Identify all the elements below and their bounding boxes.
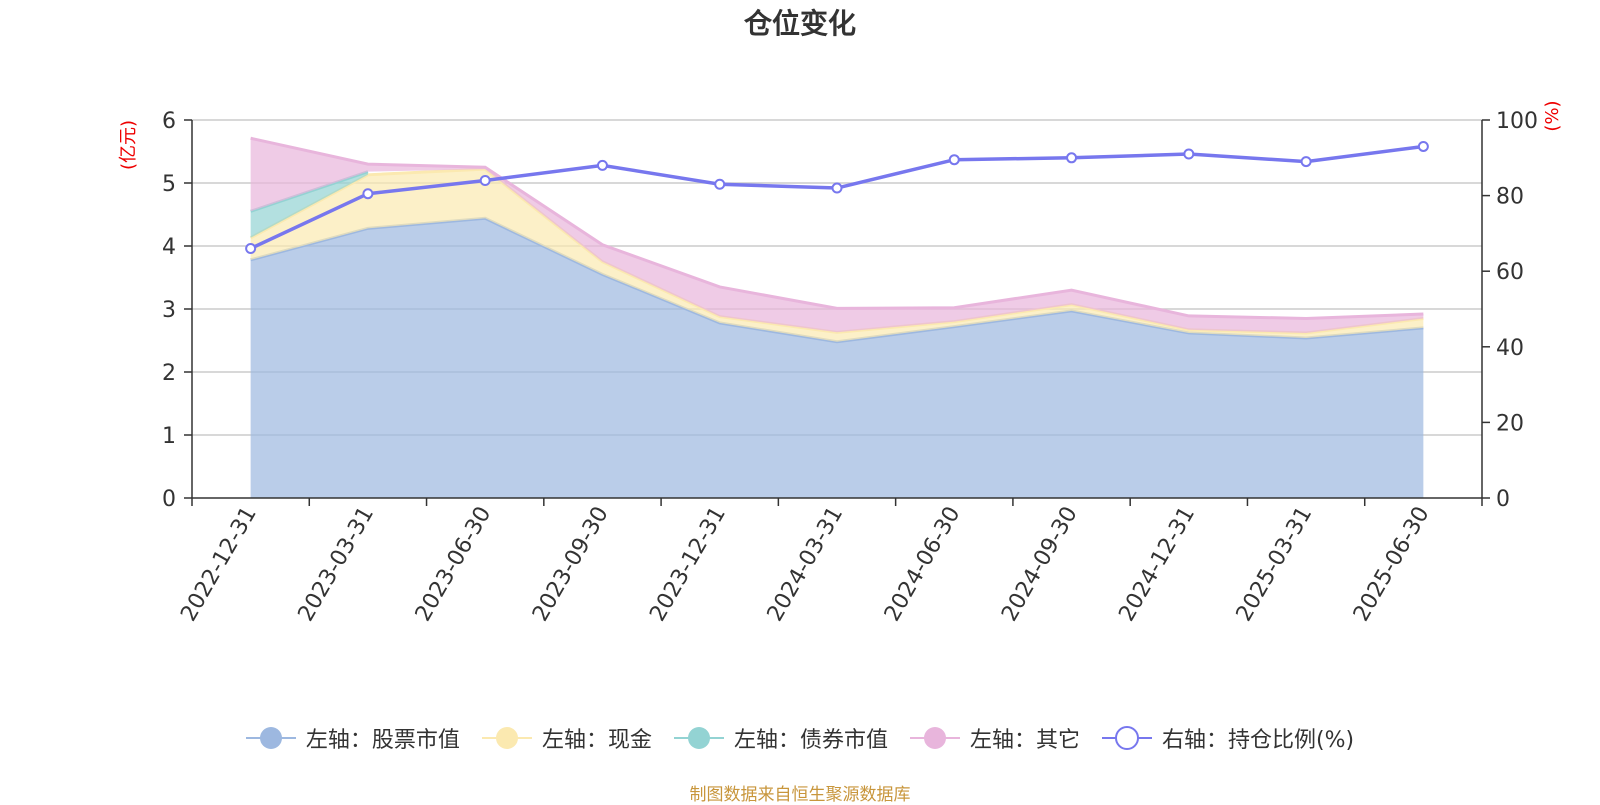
legend-label: 左轴：股票市值 bbox=[305, 728, 460, 753]
legend-item[interactable]: 左轴：其它 bbox=[909, 722, 1080, 754]
holding-ratio-point bbox=[1183, 148, 1195, 160]
chart-title: 仓位变化 bbox=[743, 7, 856, 40]
legend-label: 左轴：其它 bbox=[969, 728, 1080, 753]
right-axis-tick-label: 0 bbox=[1496, 487, 1510, 512]
legend-item[interactable]: 左轴：股票市值 bbox=[245, 722, 460, 754]
x-axis-tick-label: 2022-12-31 bbox=[176, 503, 262, 626]
x-axis-tick-label: 2023-03-31 bbox=[294, 503, 380, 626]
legend-swatch bbox=[673, 727, 724, 749]
area-2 bbox=[250, 171, 368, 238]
left-axis-tick-label: 4 bbox=[162, 235, 176, 260]
right-axis-tick-label: 80 bbox=[1496, 185, 1524, 210]
left-axis-tick-label: 5 bbox=[162, 172, 176, 197]
source-note: 制图数据来自恒生聚源数据库 bbox=[689, 785, 911, 805]
holding-ratio-point bbox=[1066, 152, 1078, 164]
x-axis-tick-label: 2025-06-30 bbox=[1349, 503, 1435, 626]
left-axis-tick-label: 0 bbox=[162, 487, 176, 512]
holding-ratio-point bbox=[362, 188, 374, 200]
legend-item[interactable]: 左轴：现金 bbox=[481, 722, 652, 754]
area-1 bbox=[250, 169, 1424, 342]
holding-ratio-point bbox=[1300, 156, 1312, 168]
left-axis-tick-label: 3 bbox=[162, 298, 176, 323]
right-axis-unit-label: (%) bbox=[1542, 100, 1563, 131]
legend-swatch bbox=[481, 727, 532, 749]
line-series-layer bbox=[245, 140, 1429, 255]
right-axis-tick-label: 100 bbox=[1496, 109, 1538, 134]
legend-label: 右轴：持仓比例(%) bbox=[1161, 728, 1355, 753]
x-axis-tick-label: 2023-12-31 bbox=[645, 503, 731, 626]
right-axis-tick-label: 60 bbox=[1496, 260, 1524, 285]
legend-label: 左轴：现金 bbox=[541, 728, 652, 753]
legend-swatch bbox=[245, 727, 296, 749]
area-series-layer bbox=[249, 136, 1424, 498]
left-axis-tick-label: 1 bbox=[162, 424, 176, 449]
left-axis-unit-label: (亿元) bbox=[118, 120, 139, 170]
left-axis-tick-label: 2 bbox=[162, 361, 176, 386]
holding-ratio-point bbox=[596, 159, 608, 171]
legend-swatch bbox=[1101, 726, 1152, 750]
holding-ratio-point bbox=[245, 243, 257, 255]
x-axis-tick-label: 2024-06-30 bbox=[880, 503, 966, 626]
right-axis-tick-label: 20 bbox=[1496, 411, 1524, 436]
left-axis-tick-label: 6 bbox=[162, 109, 176, 134]
right-axis-tick-label: 40 bbox=[1496, 336, 1524, 361]
x-axis-tick-label: 2025-03-31 bbox=[1232, 503, 1318, 626]
legend-label: 左轴：债券市值 bbox=[733, 728, 888, 753]
holding-ratio-point bbox=[1417, 140, 1429, 152]
x-axis-tick-label: 2024-12-31 bbox=[1114, 503, 1200, 626]
area-edge-3 bbox=[250, 136, 1424, 320]
x-axis-tick-label: 2024-03-31 bbox=[763, 503, 849, 626]
x-axis-tick-label: 2024-09-30 bbox=[997, 503, 1083, 626]
holding-ratio-point bbox=[479, 174, 491, 186]
legend-item[interactable]: 右轴：持仓比例(%) bbox=[1101, 722, 1355, 754]
x-axis-tick-label: 2023-09-30 bbox=[528, 503, 614, 626]
holding-ratio-point bbox=[714, 178, 726, 190]
holding-ratio-point bbox=[831, 182, 843, 194]
area-0 bbox=[250, 218, 1424, 498]
legend: 左轴：股票市值 左轴：现金 左轴：债券市值 左轴：其它 右轴：持仓比例(%) bbox=[0, 722, 1600, 754]
x-axis-tick-label: 2023-06-30 bbox=[411, 503, 497, 626]
legend-swatch bbox=[909, 727, 960, 749]
legend-item[interactable]: 左轴：债券市值 bbox=[673, 722, 888, 754]
holding-ratio-point bbox=[948, 154, 960, 166]
